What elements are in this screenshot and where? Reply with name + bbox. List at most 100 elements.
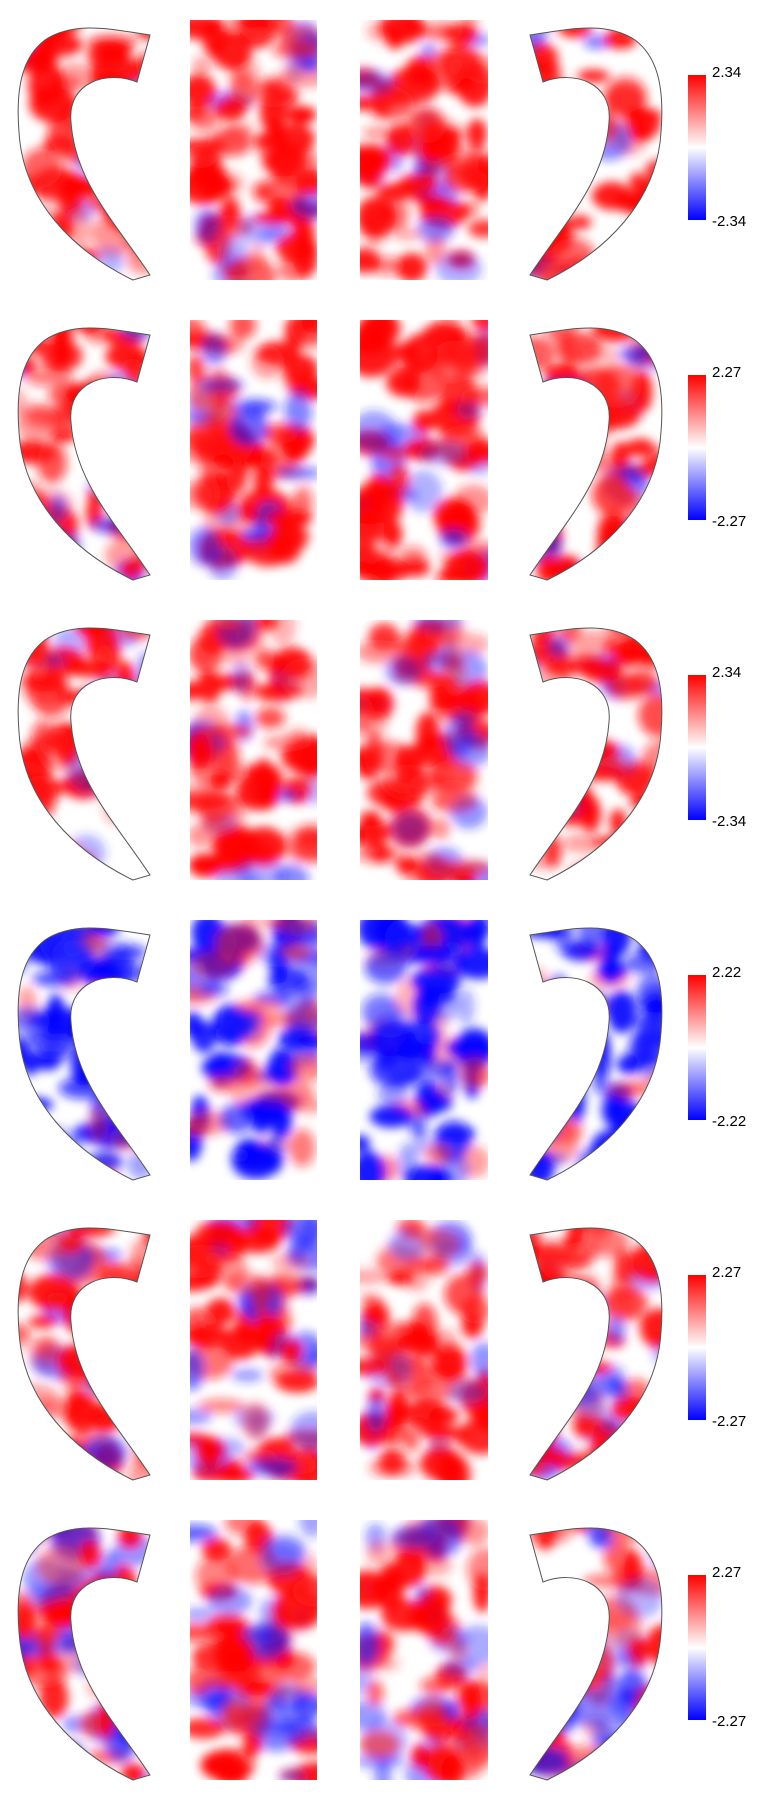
patch <box>195 1555 237 1596</box>
patch <box>601 261 624 279</box>
patch <box>122 447 150 470</box>
patches <box>190 620 317 880</box>
patch <box>374 1759 392 1780</box>
figure-row: 2.27 -2.27 <box>17 1220 746 1481</box>
patch <box>49 940 96 979</box>
patch <box>363 731 384 775</box>
patch <box>609 541 636 581</box>
patch <box>632 219 662 243</box>
patch <box>540 1108 561 1138</box>
patch <box>447 500 476 531</box>
patch <box>82 982 126 1009</box>
patch <box>208 1075 239 1093</box>
patch <box>637 501 662 544</box>
patch <box>93 247 125 276</box>
patch <box>91 1065 112 1080</box>
patch <box>530 1011 543 1034</box>
patch <box>624 837 662 870</box>
patch <box>88 1151 123 1172</box>
patch <box>18 569 44 581</box>
patch <box>260 1695 292 1734</box>
patch <box>248 243 267 278</box>
patch <box>611 628 636 633</box>
patch <box>530 721 552 760</box>
patch <box>56 175 96 198</box>
patch <box>88 752 131 778</box>
patch <box>581 857 610 881</box>
patch <box>530 501 558 546</box>
patch <box>441 1754 465 1780</box>
patch <box>607 548 631 581</box>
patch <box>567 1228 585 1246</box>
patch <box>645 1624 662 1666</box>
patch <box>21 148 62 188</box>
surface-panel <box>360 320 488 580</box>
patch <box>246 1457 298 1477</box>
colorbar-min-label: -2.34 <box>712 213 746 230</box>
patch <box>91 516 128 534</box>
patch <box>471 320 488 331</box>
patch <box>210 771 232 790</box>
patch <box>551 237 596 275</box>
patch <box>133 58 150 79</box>
surface-panel <box>190 1220 317 1480</box>
patch <box>530 782 553 825</box>
patch <box>470 333 488 366</box>
patch <box>126 249 150 275</box>
patch <box>568 215 592 230</box>
patch <box>226 463 248 495</box>
patch <box>200 1750 243 1780</box>
patch <box>530 169 536 203</box>
patch <box>530 1446 566 1463</box>
patch <box>18 259 52 281</box>
patch <box>530 1354 551 1374</box>
patch <box>644 562 661 581</box>
patch <box>397 1142 419 1180</box>
patch <box>65 660 112 678</box>
patch <box>366 1541 391 1566</box>
patch <box>634 1686 662 1730</box>
patch <box>530 1149 555 1181</box>
patch <box>572 738 619 762</box>
patch <box>548 1653 579 1677</box>
patch <box>624 1459 655 1480</box>
patch <box>18 1228 36 1250</box>
patch <box>105 1313 135 1352</box>
patch <box>252 211 301 225</box>
patch <box>637 849 662 881</box>
patch <box>431 817 450 840</box>
patch <box>530 1460 549 1477</box>
patch <box>130 1613 150 1656</box>
patch <box>384 920 418 961</box>
patch <box>55 328 72 369</box>
patch <box>102 185 149 230</box>
patch <box>635 1464 662 1480</box>
patch <box>540 1368 588 1401</box>
patch <box>130 1715 150 1747</box>
patch <box>642 999 662 1013</box>
patch <box>464 441 488 464</box>
colorbar-min-label: -2.34 <box>712 813 746 830</box>
patch <box>93 730 119 767</box>
patch <box>535 1528 557 1551</box>
patch <box>413 409 434 434</box>
patch <box>370 1007 412 1038</box>
patch <box>544 328 577 344</box>
patch <box>95 399 139 427</box>
patch <box>93 712 145 736</box>
patch <box>579 346 621 363</box>
patch <box>361 1308 390 1324</box>
patches <box>360 920 488 1180</box>
patches <box>190 1520 317 1780</box>
patch <box>360 248 381 274</box>
patch <box>229 320 257 339</box>
patch <box>18 1152 47 1165</box>
patch <box>360 196 396 238</box>
patch <box>644 1685 662 1705</box>
patch <box>458 1520 488 1546</box>
patch <box>20 205 68 245</box>
patch <box>75 150 120 177</box>
patch <box>613 559 661 573</box>
patch <box>113 1287 150 1312</box>
patch <box>530 990 570 1032</box>
